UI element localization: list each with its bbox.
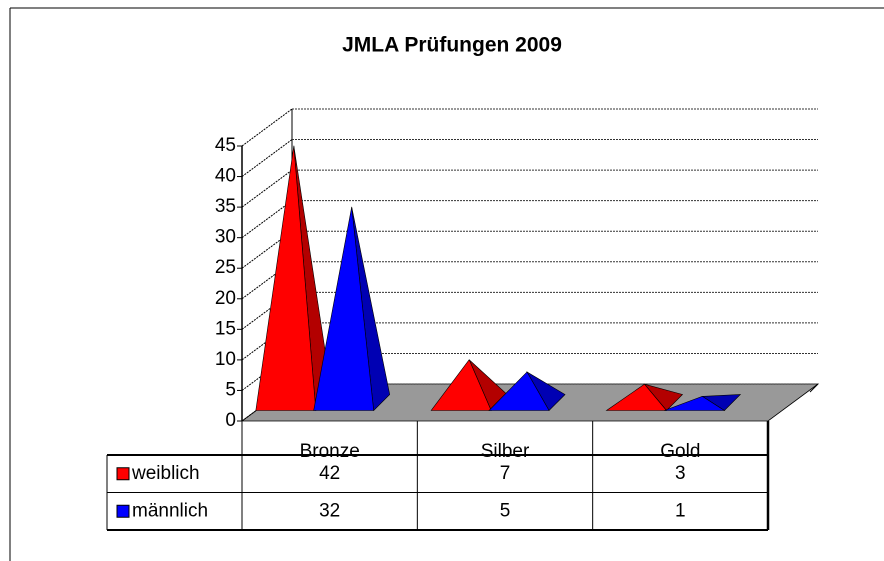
table-value: 7 [500, 463, 511, 484]
x-tick-label: Bronze [300, 441, 360, 462]
y-tick-label: 25 [215, 257, 236, 278]
y-tick-label: 10 [215, 349, 236, 370]
pyramid-front [664, 396, 726, 411]
pyramid [255, 145, 333, 412]
pyramid-front [605, 383, 668, 411]
y-tick-label: 20 [215, 288, 236, 309]
legend-key [116, 504, 130, 518]
pyramid-front [255, 145, 317, 411]
y-tick-label: 0 [225, 410, 236, 431]
grid-line [241, 200, 293, 239]
grid-line [241, 139, 293, 177]
pyramid [605, 383, 684, 411]
table-value: 42 [319, 463, 340, 484]
legend-label: männlich [132, 500, 208, 521]
pyramid-front [430, 359, 492, 411]
table-value: 32 [319, 500, 340, 521]
floor-right [809, 383, 819, 393]
table-value: 5 [500, 500, 511, 521]
x-tick-label: Gold [660, 441, 700, 462]
chart-title: JMLA Prüfungen 2009 [342, 34, 562, 57]
y-tick-label: 45 [215, 135, 236, 156]
table-value: 1 [675, 500, 686, 521]
pyramid [313, 206, 391, 412]
legend-key [116, 467, 130, 481]
pyramid [488, 371, 566, 411]
pyramid-front [488, 371, 550, 411]
x-tick-label: Silber [481, 441, 530, 462]
pyramid [430, 359, 508, 412]
pyramid-front [313, 206, 375, 411]
grid-line [241, 169, 293, 208]
y-tick-label: 15 [215, 318, 236, 339]
y-tick-label: 5 [225, 379, 236, 400]
y-tick-label: 30 [215, 227, 236, 248]
y-tick-label: 35 [215, 196, 236, 217]
legend-label: weiblich [131, 463, 200, 484]
table-value: 3 [675, 463, 686, 484]
y-tick-label: 40 [215, 166, 236, 187]
grid-line [241, 108, 293, 147]
pyramid [664, 394, 742, 411]
